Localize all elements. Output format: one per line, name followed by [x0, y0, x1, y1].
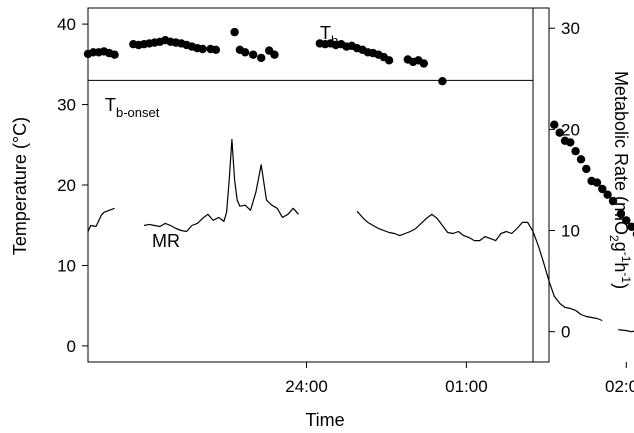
- tb-data-point: [384, 56, 394, 65]
- tb-series: [83, 27, 634, 238]
- tb-data-point: [555, 128, 564, 137]
- mr-line-segment: [532, 231, 603, 322]
- tb-onset-label: Tb-onset: [105, 95, 160, 120]
- x-axis-title: Time: [305, 410, 344, 430]
- left-axis: 0 10 20 30 40: [57, 15, 88, 356]
- mr-series: [87, 138, 634, 333]
- right-axis-title: Metabolic Rate (mlO2g-1h-1): [607, 71, 633, 289]
- left-axis-tick-label: 10: [57, 256, 76, 275]
- x-axis-tick-label: 02:00: [605, 377, 634, 396]
- x-axis-tick-label: 01:00: [445, 377, 488, 396]
- tb-data-point: [257, 53, 266, 63]
- tb-data-point: [571, 147, 580, 156]
- tb-data-point: [438, 77, 447, 86]
- left-axis-tick-label: 20: [57, 176, 76, 195]
- mr-line-segment: [143, 138, 299, 233]
- tb-data-point: [550, 120, 559, 129]
- x-axis-tick-label: 24:00: [285, 377, 328, 396]
- right-axis-tick-label: 20: [561, 120, 580, 139]
- tb-data-point: [576, 155, 586, 164]
- tb-data-point: [419, 59, 428, 68]
- tb-data-point: [566, 138, 575, 147]
- tb-data-point: [211, 45, 221, 54]
- tb-data-point: [627, 222, 634, 231]
- left-axis-tick-label: 0: [67, 337, 76, 356]
- tb-data-point: [608, 196, 618, 206]
- left-axis-tick-label: 40: [57, 15, 76, 34]
- tb-data-point: [603, 190, 612, 199]
- mr-line-segment: [618, 329, 634, 333]
- mr-label: MR: [152, 231, 180, 251]
- tb-data-point: [592, 178, 602, 187]
- left-axis-tick-label: 30: [57, 96, 76, 115]
- bottom-axis: 24:00 01:00 02:00: [285, 362, 634, 396]
- tb-data-point: [198, 44, 207, 54]
- right-axis-tick-label: 10: [561, 222, 580, 241]
- tb-data-point: [598, 184, 607, 194]
- right-axis-tick-label: 0: [561, 323, 570, 342]
- tb-data-point: [241, 48, 250, 57]
- mr-line-segment: [87, 207, 115, 232]
- tb-label: Tb: [320, 23, 338, 48]
- tb-data-point: [622, 216, 631, 225]
- tb-data-point: [249, 50, 258, 59]
- tb-data-point: [270, 50, 279, 59]
- right-axis: 0 10 20 30: [549, 19, 580, 342]
- tb-data-point: [230, 27, 239, 37]
- left-axis-title: Temperature (°C): [10, 117, 30, 255]
- right-axis-tick-label: 30: [561, 19, 580, 38]
- tb-data-point: [110, 50, 119, 59]
- tb-data-point: [616, 209, 626, 219]
- tb-data-point: [582, 164, 591, 174]
- plot-area-frame: [87, 7, 550, 363]
- mr-line-segment: [356, 210, 534, 242]
